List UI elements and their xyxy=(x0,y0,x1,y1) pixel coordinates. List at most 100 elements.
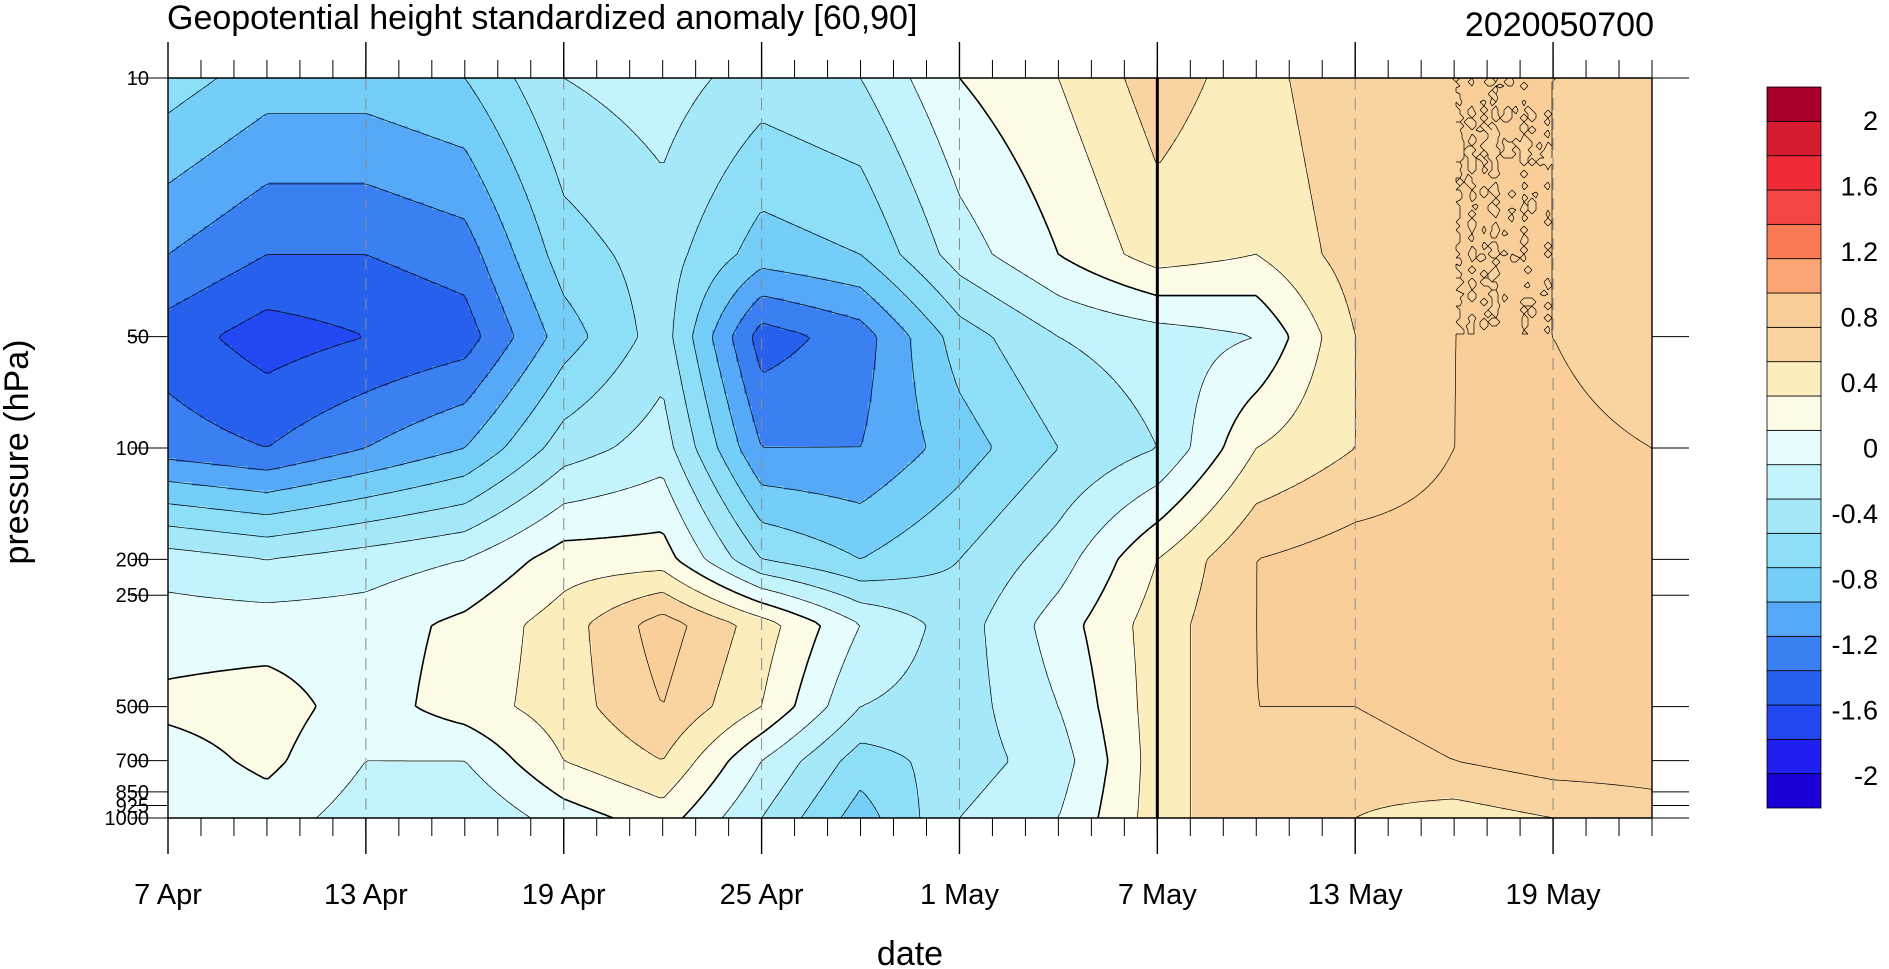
contour-cell xyxy=(760,438,865,443)
contour-cell xyxy=(952,178,1025,183)
contour-cell xyxy=(512,330,545,335)
contour-cell xyxy=(444,410,497,415)
contour-cell xyxy=(752,222,793,227)
contour-cell xyxy=(168,718,309,723)
contour-cell xyxy=(620,730,685,735)
contour-cell xyxy=(244,666,273,671)
contour-cell xyxy=(648,410,669,415)
contour-cell xyxy=(1456,338,1557,343)
contour-cell xyxy=(728,570,757,575)
contour-cell xyxy=(168,418,209,423)
contour-cell xyxy=(1552,182,1652,187)
contour-cell xyxy=(524,186,561,191)
contour-cell xyxy=(520,426,561,431)
contour-cell xyxy=(564,362,621,367)
contour-cell xyxy=(1096,178,1309,183)
contour-cell xyxy=(748,498,849,503)
contour-cell xyxy=(1024,314,1125,319)
contour-cell xyxy=(1312,378,1357,383)
contour-cell xyxy=(604,238,693,243)
contour-cell xyxy=(1488,322,1525,327)
contour-cell xyxy=(480,522,533,527)
contour-cell xyxy=(1260,298,1305,303)
contour-cell xyxy=(1128,394,1201,399)
contour-cell xyxy=(744,386,873,391)
contour-cell xyxy=(1036,630,1085,635)
contour-cell xyxy=(908,758,1009,763)
contour-cell xyxy=(1496,126,1521,131)
contour-cell xyxy=(488,374,521,379)
contour-cell xyxy=(980,534,1049,539)
contour-cell xyxy=(520,178,561,183)
contour-cell xyxy=(452,450,501,455)
contour-cell xyxy=(256,314,301,319)
contour-cell xyxy=(912,182,957,187)
contour-cell xyxy=(1104,778,1141,783)
contour-cell xyxy=(552,434,629,439)
contour-cell xyxy=(168,362,253,367)
contour-cell xyxy=(1580,382,1652,387)
contour-cell xyxy=(1496,266,1525,271)
contour-cell xyxy=(724,174,865,179)
contour-cell xyxy=(1248,462,1333,467)
contour-cell xyxy=(1356,426,1457,431)
contour-cell xyxy=(168,662,425,667)
contour-cell xyxy=(512,534,625,539)
contour-cell xyxy=(1356,406,1457,411)
contour-cell xyxy=(672,546,701,551)
contour-cell xyxy=(300,314,473,319)
contour-cell xyxy=(844,810,877,815)
contour-cell xyxy=(1440,470,1652,475)
contour-cell xyxy=(520,566,689,571)
contour-cell xyxy=(1292,546,1652,551)
contour-cell xyxy=(1360,814,1545,818)
contour-cell xyxy=(1524,106,1529,111)
contour-cell xyxy=(472,158,513,163)
contour-cell xyxy=(440,138,501,143)
contour-cell xyxy=(980,426,1049,431)
contour-cell xyxy=(1468,166,1477,171)
contour-cell xyxy=(1456,198,1493,203)
contour-cell xyxy=(236,350,317,355)
contour-cell xyxy=(964,810,1061,815)
contour-cell xyxy=(760,122,765,127)
contour-cell xyxy=(168,430,229,435)
contour-cell xyxy=(932,230,981,235)
contour-cell xyxy=(524,622,589,627)
contour-cell xyxy=(936,506,1005,511)
contour-cell xyxy=(612,606,693,611)
contour-cell xyxy=(1144,318,1281,323)
contour-cell xyxy=(1084,266,1277,271)
contour-cell xyxy=(1552,242,1652,247)
contour-cell xyxy=(848,806,877,811)
contour-cell xyxy=(816,714,853,719)
contour-cell xyxy=(872,386,917,391)
contour-cell xyxy=(1400,730,1652,735)
contour-cell xyxy=(572,586,693,591)
contour-cell xyxy=(456,290,497,295)
contour-cell xyxy=(472,726,545,731)
contour-cell xyxy=(560,282,629,287)
contour-cell xyxy=(1644,442,1652,447)
contour-cell xyxy=(1356,442,1457,447)
contour-cell xyxy=(1080,302,1265,307)
colorbar-swatch xyxy=(1766,395,1822,431)
contour-cell xyxy=(780,362,877,367)
contour-cell xyxy=(1216,502,1257,507)
contour-cell xyxy=(1264,382,1309,387)
contour-cell xyxy=(1272,494,1417,499)
contour-cell xyxy=(1192,698,1261,703)
contour-cell xyxy=(432,366,493,371)
contour-cell xyxy=(572,762,693,767)
contour-cell xyxy=(720,538,749,543)
contour-cell xyxy=(596,454,677,459)
contour-cell xyxy=(1140,730,1193,735)
contour-cell xyxy=(608,718,697,723)
contour-cell xyxy=(836,766,913,771)
contour-cell xyxy=(420,670,521,675)
contour-cell xyxy=(1488,250,1497,255)
contour-cell xyxy=(1356,370,1457,375)
contour-cell xyxy=(1492,182,1497,187)
contour-cell xyxy=(772,802,813,807)
contour-cell xyxy=(756,326,781,331)
